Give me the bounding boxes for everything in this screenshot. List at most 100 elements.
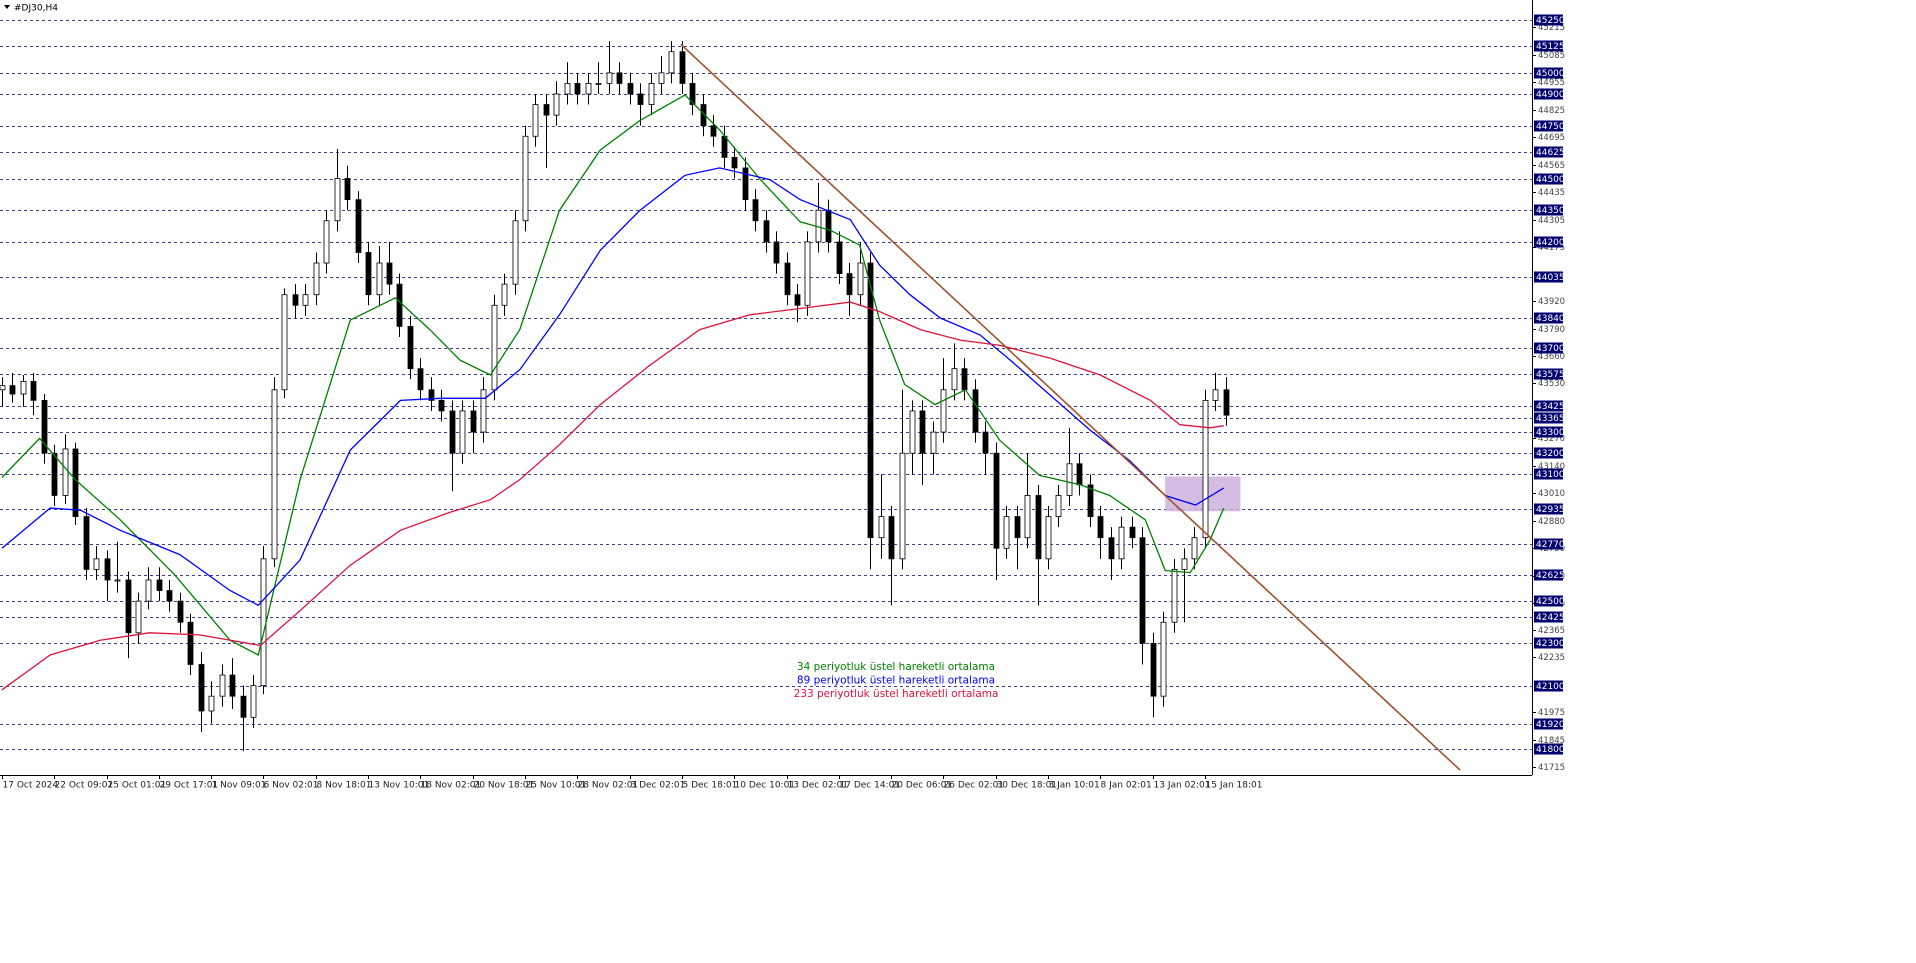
x-tick-label: 25 Nov 10:01 — [526, 781, 587, 791]
level-label: 42300 — [1536, 639, 1565, 649]
candle-body — [1212, 389, 1219, 401]
candle-body — [83, 516, 90, 570]
candle-body — [961, 368, 968, 391]
candle-body — [125, 579, 132, 634]
candle-body — [930, 431, 937, 454]
level-label-box — [1534, 173, 1563, 185]
level-label: 43700 — [1536, 344, 1565, 354]
level-label-box — [1534, 503, 1563, 515]
level-label-box — [1534, 312, 1563, 324]
candle-body — [1108, 537, 1115, 560]
x-tick-label: 26 Dec 02:01 — [944, 781, 1005, 791]
candle-body — [742, 167, 749, 201]
candle-body — [62, 448, 69, 496]
candle-body — [951, 368, 958, 391]
candle-body — [41, 399, 48, 454]
y-tick-label: 43660 — [1538, 352, 1565, 362]
level-label: 43575 — [1536, 370, 1565, 380]
candle-body — [595, 83, 602, 85]
candle-body — [846, 273, 853, 296]
candle-body — [1129, 526, 1136, 539]
candle-body — [1045, 516, 1052, 560]
chart-title: #DJ30,H4 — [14, 4, 58, 14]
legend-entry: 34 periyotluk üstel hareketli ortalama — [797, 661, 995, 673]
level-label: 42770 — [1536, 540, 1565, 550]
candle-body — [1118, 526, 1125, 560]
level-label-box — [1534, 426, 1563, 438]
level-label: 44625 — [1536, 148, 1565, 158]
candle-body — [731, 156, 738, 169]
candle-body — [135, 600, 142, 634]
y-tick-label: 43530 — [1538, 379, 1565, 389]
candle-body — [784, 262, 791, 296]
level-label: 42935 — [1536, 505, 1565, 515]
candle-body — [1024, 495, 1031, 539]
y-tick-label: 43010 — [1538, 489, 1565, 499]
candle-body — [407, 326, 414, 370]
candle-body — [271, 389, 278, 560]
x-tick-label: 13 Jan 02:01 — [1154, 781, 1211, 791]
level-label-box — [1534, 40, 1563, 52]
candle-body — [993, 452, 1000, 549]
candle-body — [1202, 399, 1209, 539]
candle-body — [491, 304, 498, 391]
menu-arrow[interactable] — [4, 5, 10, 9]
candle-body — [867, 262, 874, 539]
candle-body — [982, 431, 989, 454]
level-label: 42425 — [1536, 613, 1565, 623]
candle-body — [574, 83, 581, 95]
candle-body — [627, 83, 634, 95]
candle-body — [825, 209, 832, 243]
axes: 45215 45085 44955 44825 44695 44565 44435 44305… — [2, 14, 1565, 791]
candle-body — [616, 72, 623, 84]
candle-body — [564, 83, 571, 95]
candle-body — [396, 283, 403, 327]
candle-body — [648, 83, 655, 105]
candle-body — [794, 294, 801, 306]
candle-body — [543, 104, 550, 116]
candle-body — [344, 178, 351, 201]
level-label-box — [1534, 680, 1563, 692]
candle-body — [438, 399, 445, 412]
candle-body — [376, 262, 383, 296]
y-tick-label: 43920 — [1538, 297, 1565, 307]
x-tick-label: 29 Oct 17:01 — [160, 781, 219, 791]
level-label: 45125 — [1536, 42, 1565, 52]
candle-body — [1171, 569, 1178, 623]
level-label: 45250 — [1536, 16, 1565, 26]
level-label: 42500 — [1536, 597, 1565, 607]
level-label-box — [1534, 342, 1563, 354]
level-label: 43365 — [1536, 414, 1565, 424]
candle-body — [334, 178, 341, 222]
candle-body — [187, 621, 194, 665]
level-label: 44035 — [1536, 273, 1565, 283]
level-label-box — [1534, 400, 1563, 412]
plot-area — [0, 20, 1532, 771]
level-label: 42625 — [1536, 571, 1565, 581]
candle-body — [459, 410, 466, 454]
candle-body — [1014, 516, 1021, 539]
candle-body — [501, 283, 508, 306]
y-tick-label: 44695 — [1538, 133, 1565, 143]
x-tick-label: 17 Dec 14:01 — [840, 781, 901, 791]
candle-body — [9, 385, 16, 395]
level-label: 43200 — [1536, 449, 1565, 459]
level-label-box — [1534, 468, 1563, 480]
x-tick-label: 28 Nov 02:01 — [578, 781, 639, 791]
x-tick-label: 20 Nov 18:01 — [474, 781, 535, 791]
candle-body — [532, 104, 539, 137]
candle-body — [553, 93, 560, 116]
candle-body — [1097, 516, 1104, 539]
level-label: 44350 — [1536, 206, 1565, 216]
candle-body — [1223, 389, 1230, 416]
candle-body — [145, 579, 152, 602]
y-tick-label: 45085 — [1538, 51, 1565, 61]
candle-body — [302, 294, 309, 306]
x-tick-label: 22 Oct 09:01 — [55, 781, 114, 791]
x-tick-label: 8 Jan 02:01 — [1101, 781, 1152, 791]
candle-body — [836, 241, 843, 274]
candle-body — [1003, 516, 1010, 549]
candle-body — [1150, 642, 1157, 697]
candle-body — [899, 452, 906, 560]
